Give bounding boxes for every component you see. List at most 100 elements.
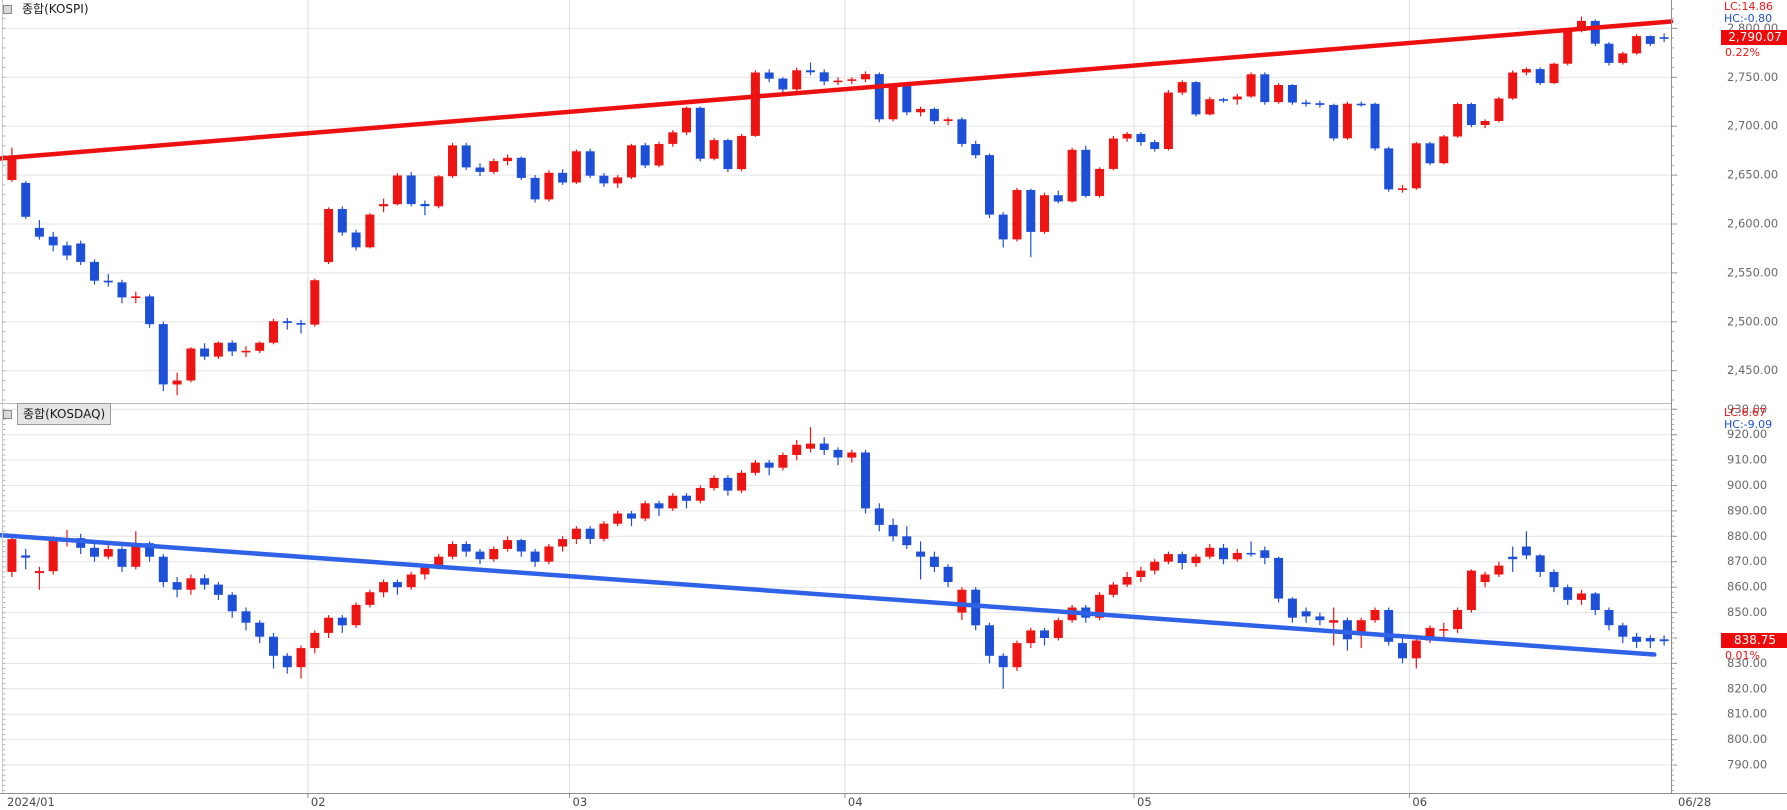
candle (806, 443, 815, 449)
candle (1480, 574, 1490, 583)
candle (737, 135, 747, 170)
x-axis-label: 06/28 (1678, 795, 1711, 809)
candle (1453, 610, 1463, 630)
candle (213, 584, 223, 595)
candle (1577, 593, 1586, 600)
candle (213, 342, 223, 357)
candle (1163, 554, 1173, 562)
candle (434, 556, 444, 567)
y-axis-label: 900.00 (1727, 478, 1767, 492)
candle (764, 72, 774, 79)
candle (998, 214, 1008, 240)
candle (1480, 121, 1490, 125)
candle (1191, 82, 1201, 115)
candle (916, 108, 926, 113)
candle (324, 617, 334, 633)
y-axis-label: 910.00 (1727, 453, 1767, 467)
candle (1604, 43, 1614, 63)
kosdaq-descending-trendline[interactable] (0, 532, 1657, 657)
candle (76, 243, 86, 262)
y-axis-label: 880.00 (1727, 529, 1767, 543)
candle (1398, 643, 1407, 659)
candle (1301, 611, 1311, 617)
candle (627, 513, 636, 519)
candle (516, 157, 526, 178)
candle (764, 462, 774, 468)
kosdaq-lc-hc-readout: LC:6.67 HC:-9.09 (1724, 407, 1772, 431)
candle (1549, 63, 1559, 84)
candle (1453, 104, 1463, 137)
candle (1274, 85, 1284, 103)
candle (1563, 31, 1573, 64)
candle (351, 232, 361, 248)
candle (1521, 69, 1531, 73)
candle (255, 622, 265, 637)
candle (874, 508, 884, 525)
candle (200, 348, 210, 357)
kospi-ascending-trendline[interactable] (0, 19, 1674, 161)
candle (1301, 102, 1311, 105)
y-axis-label: 2,700.00 (1727, 119, 1778, 133)
candle (351, 604, 361, 626)
candle (558, 172, 568, 183)
candle (1645, 638, 1655, 642)
candle (1177, 82, 1187, 93)
candle (103, 549, 113, 557)
candle (888, 524, 898, 537)
candle (585, 528, 595, 539)
x-axis-label: 06 (1412, 795, 1427, 809)
candle (1287, 85, 1297, 103)
candle (571, 528, 581, 540)
candle (62, 245, 72, 256)
candle (337, 617, 347, 626)
candle (1508, 556, 1518, 560)
candle (833, 449, 843, 458)
kosdaq-candles (7, 427, 1669, 689)
candle (1150, 561, 1160, 571)
candle (833, 80, 843, 83)
candle (1466, 570, 1476, 610)
candle (544, 546, 554, 562)
candle (558, 539, 568, 547)
candle (1315, 616, 1325, 621)
candle (21, 555, 31, 558)
candle (48, 540, 58, 572)
candle (1163, 92, 1173, 149)
candle (1577, 20, 1586, 31)
kospi-lc-value: LC:14.86 (1724, 0, 1774, 13)
candle (1590, 593, 1600, 610)
candle (296, 648, 306, 668)
candle (985, 155, 994, 215)
candle (723, 140, 733, 170)
candle (1246, 552, 1256, 555)
kospi-pane-title[interactable]: 종합(KOSPI) (0, 0, 94, 18)
candle (874, 74, 884, 120)
candle (503, 540, 513, 549)
candle (902, 85, 912, 113)
kospi-change-percent: 0.22% (1725, 46, 1760, 60)
y-axis-label: 820.00 (1727, 681, 1767, 695)
candle (1026, 190, 1036, 232)
candle (269, 636, 278, 656)
candle (461, 145, 471, 168)
candle (1095, 594, 1105, 618)
legend-square-icon (3, 409, 12, 419)
candle (544, 172, 554, 200)
x-axis-label: 02 (311, 795, 326, 809)
kosdaq-pane-title[interactable]: 종합(KOSDAQ) (0, 403, 112, 425)
kosdaq-lc-value: LC:6.67 (1724, 406, 1767, 419)
candle (530, 551, 540, 562)
candle (420, 566, 430, 575)
y-axis-label: 2,650.00 (1727, 168, 1778, 182)
candle (778, 78, 788, 90)
candle (1274, 557, 1284, 599)
kospi-title-label: 종합(KOSPI) (22, 2, 89, 16)
candle (1191, 556, 1201, 564)
candle (530, 177, 540, 200)
candle (324, 209, 334, 263)
candle (516, 540, 526, 552)
candle (503, 157, 513, 162)
candle (131, 543, 141, 567)
y-axis-label: 860.00 (1727, 580, 1767, 594)
